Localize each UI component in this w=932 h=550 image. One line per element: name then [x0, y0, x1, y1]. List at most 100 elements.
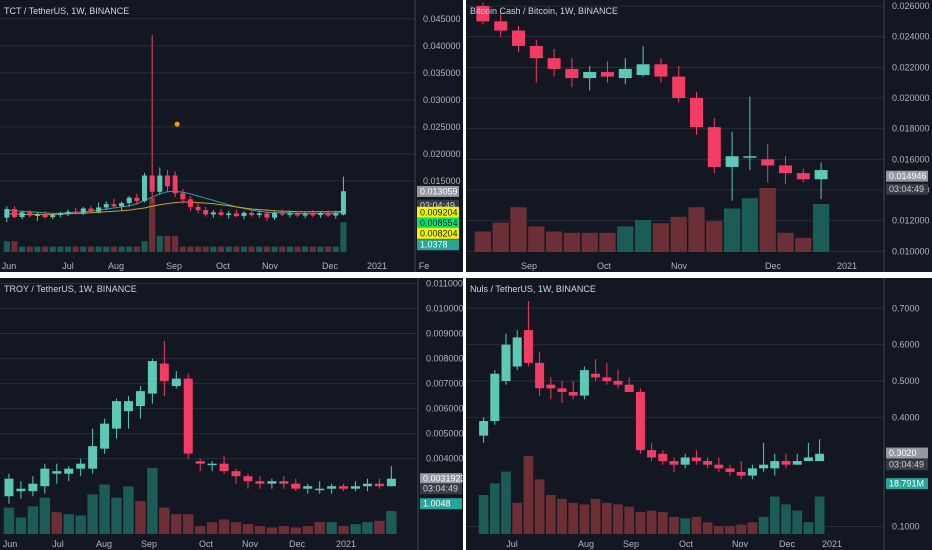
nuls-volume-bar — [758, 516, 769, 534]
troy-x-tick-label: 2021 — [336, 539, 356, 549]
nuls-volume-bar — [803, 522, 814, 534]
troy-volume-bar — [374, 520, 385, 534]
troy-candle-body — [4, 478, 14, 497]
nuls-x-tick-label: Jul — [506, 539, 518, 549]
tct-price-tag-label: 1.0378 — [420, 240, 448, 250]
tct-volume-bar — [57, 246, 64, 252]
tct-volume-bar — [325, 246, 332, 252]
tct-candle-body — [142, 175, 148, 201]
nuls-x-tick-label: Nov — [732, 539, 749, 549]
nuls-candle-body — [512, 337, 522, 367]
troy-candle-body — [28, 483, 38, 492]
troy-x-tick-label: Jul — [52, 539, 64, 549]
tct-candle-body — [233, 213, 239, 217]
nuls-candle-body — [635, 391, 645, 451]
tct-volume-bar — [195, 246, 202, 252]
tct-volume-bar — [103, 246, 110, 252]
tct-candle-body — [80, 208, 86, 213]
tct-price-tag-label: 03:04:49 — [420, 200, 455, 210]
nuls-volume-bar — [478, 495, 489, 534]
troy-candle-body — [112, 401, 122, 429]
tct-volume-bar — [87, 246, 95, 252]
horizontal-divider[interactable] — [0, 272, 932, 278]
troy-candle-body — [291, 483, 301, 489]
troy-y-tick-label: 0.0040000 — [426, 454, 463, 464]
tct-y-tick-label: 0.045000 — [423, 14, 461, 24]
tct-x-tick-label: Aug — [108, 261, 124, 271]
troy-price-tag — [420, 498, 462, 510]
tct-volume-bar — [149, 198, 156, 252]
troy-price-tag — [420, 483, 462, 495]
nuls-candle-body — [747, 468, 757, 476]
nuls-y-tick-label: 0.7000 — [892, 303, 920, 313]
nuls-candle-body — [568, 391, 578, 396]
troy-candle-body — [171, 378, 181, 387]
nuls-volume-bar — [680, 518, 691, 534]
tct-candle-body — [126, 197, 132, 204]
vertical-divider[interactable] — [463, 0, 466, 550]
troy-grid — [0, 283, 418, 460]
tct-volume-bar — [126, 246, 133, 252]
tct-grid — [0, 18, 415, 182]
troy-candle-body — [339, 486, 349, 489]
nuls-volume-bar — [646, 510, 657, 534]
tct-candle-body — [11, 209, 17, 218]
troy-volume-bar — [63, 514, 74, 534]
troy-volume-bar — [111, 497, 122, 534]
nuls-candle-body — [725, 468, 735, 472]
troy-candle-body — [207, 463, 217, 466]
chart-pane-nuls[interactable]: 0.7000 0.6000 0.5000 0.4000 0.1000 Jul Aug Sep O… — [466, 278, 932, 550]
nuls-volume-bar — [568, 502, 579, 534]
tct-y-tick-label: 0.030000 — [423, 95, 461, 105]
nuls-y-tick-label: 0.4000 — [892, 412, 920, 422]
bch-volume-bar — [599, 232, 616, 252]
troy-candle-body — [219, 463, 229, 472]
troy-candle-body — [351, 486, 361, 489]
bch-chart[interactable]: 0.026000 0.024000 0.022000 0.020000 0.018000… — [466, 0, 932, 272]
bch-candle-body — [512, 30, 525, 46]
bch-volume-bar — [474, 231, 492, 252]
chart-pane-tct[interactable]: 0.045000 0.040000 0.035000 0.030000 0.025000… — [0, 0, 463, 272]
tct-volume-bar — [110, 246, 117, 252]
tct-x-tick-label: 2021 — [367, 261, 387, 271]
tct-candle-body — [287, 213, 293, 215]
troy-candle-body — [279, 481, 289, 484]
nuls-candle-body — [490, 373, 500, 422]
nuls-volume-bar — [534, 479, 545, 534]
nuls-x-tick-label: Sep — [623, 539, 639, 549]
tct-volume-bar — [248, 246, 255, 252]
nuls-candle-body — [781, 461, 791, 465]
tct-volume-bar — [217, 246, 225, 252]
nuls-candle-body — [815, 453, 825, 462]
troy-volume-bar — [147, 468, 158, 534]
nuls-title: Nuls / TetherUS, 1W, BINANCE — [470, 284, 596, 294]
tct-chart[interactable]: 0.045000 0.040000 0.035000 0.030000 0.025000… — [0, 0, 463, 272]
nuls-chart[interactable]: 0.7000 0.6000 0.5000 0.4000 0.1000 Jul Aug Sep O… — [466, 278, 932, 550]
bch-volume-bar — [652, 223, 670, 252]
bch-x-tick-label: Oct — [597, 261, 612, 271]
troy-volume-bar — [159, 507, 170, 534]
tct-volume-bar — [72, 246, 79, 252]
bch-volume-bar — [723, 208, 741, 252]
troy-volume-bar — [99, 484, 110, 534]
troy-volume-bar — [194, 526, 206, 534]
tct-candle-body — [325, 213, 331, 216]
troy-price-tag — [420, 473, 462, 485]
chart-pane-bch[interactable]: 0.026000 0.024000 0.022000 0.020000 0.018000… — [466, 0, 932, 272]
nuls-candle-body — [546, 384, 556, 389]
tct-candle-body — [134, 197, 140, 201]
nuls-volume-bar — [489, 483, 500, 534]
nuls-candle-body — [624, 384, 634, 392]
tct-candle-body — [187, 199, 193, 207]
tct-candle-body — [272, 212, 278, 218]
troy-candle-body — [195, 461, 205, 464]
nuls-price-tag — [886, 447, 928, 459]
tct-volume-bar — [309, 246, 316, 252]
tct-candle-body — [103, 204, 109, 208]
bch-candle-body — [565, 68, 579, 79]
troy-volume-bar — [75, 515, 86, 534]
